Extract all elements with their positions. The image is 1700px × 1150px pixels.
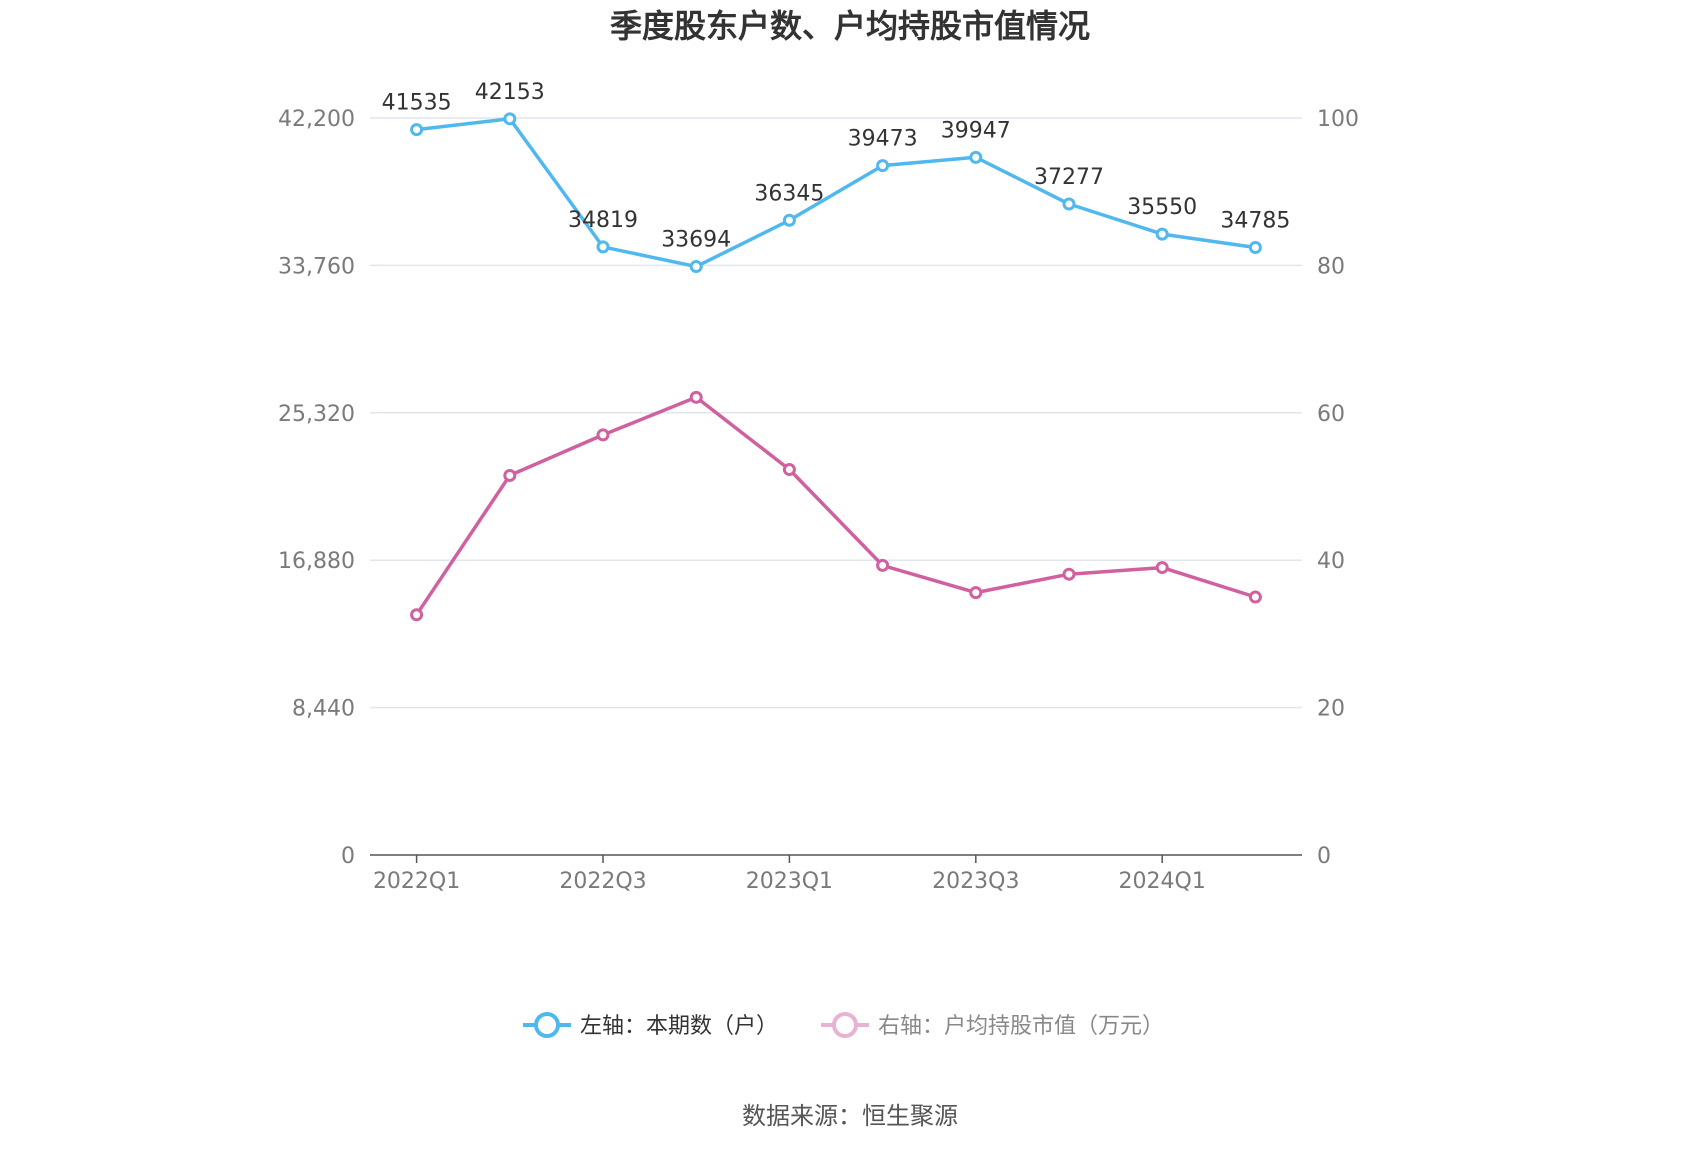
series-1-point	[1062, 567, 1076, 581]
series-line-0	[416, 117, 1256, 269]
series-0-point	[596, 240, 610, 254]
x-axis-tick-label: 2022Q3	[559, 869, 646, 894]
series-0-data-label: 37277	[1034, 165, 1104, 190]
right-axis-tick-label: 0	[1317, 844, 1331, 869]
series-0-data-label: 39473	[848, 127, 918, 152]
legend-label-avg-value: 右轴：户均持股市值（万元）	[878, 1014, 1164, 1039]
series-0-data-label: 33694	[661, 228, 731, 253]
series-1-point	[1248, 590, 1262, 604]
legend-marker-households	[534, 1012, 560, 1038]
series-line-1	[415, 395, 1256, 616]
left-axis-tick-label: 8,440	[292, 697, 355, 722]
series-0-point	[503, 112, 517, 126]
x-axis-tick-label: 2023Q3	[932, 869, 1019, 894]
series-0-point	[876, 159, 890, 173]
left-axis-tick-label: 33,760	[278, 254, 355, 279]
series-1-point	[503, 468, 517, 482]
series-0-point	[1248, 240, 1262, 254]
series-0-point	[782, 213, 796, 227]
series-1-point	[782, 463, 796, 477]
series-0-point	[410, 123, 424, 137]
legend-item-avg-value[interactable]: 右轴：户均持股市值（万元）	[821, 1012, 1164, 1039]
series-layer: 41535 42153 34819 33694 36345 39473 39947 37277…	[382, 80, 1290, 622]
legend: 左轴：本期数（户） 右轴：户均持股市值（万元）	[523, 1012, 1164, 1039]
axes: 0 0 8,440 20 16,880 40 25,320 60 33,760 80 42,200 1…	[278, 107, 1359, 894]
series-0-point	[689, 260, 703, 274]
legend-item-households[interactable]: 左轴：本期数（户）	[523, 1012, 778, 1039]
right-axis-tick-label: 100	[1317, 107, 1359, 132]
series-0-data-label: 39947	[941, 118, 1011, 143]
series-0-data-label: 35550	[1127, 195, 1197, 220]
right-axis-tick-label: 20	[1317, 697, 1345, 722]
series-0-data-label: 41535	[382, 91, 452, 116]
right-axis-tick-label: 60	[1317, 402, 1345, 427]
series-0-data-label: 42153	[475, 80, 545, 105]
series-1-point	[410, 608, 424, 622]
series-0-point	[969, 150, 983, 164]
right-axis-tick-label: 40	[1317, 549, 1345, 574]
series-0-data-label: 34819	[568, 208, 638, 233]
series-1-point	[596, 428, 610, 442]
right-axis-tick-label: 80	[1317, 254, 1345, 279]
series-0-point	[1155, 227, 1169, 241]
legend-label-households: 左轴：本期数（户）	[580, 1014, 778, 1039]
series-0-data-label: 36345	[754, 181, 824, 206]
x-axis-tick-label: 2022Q1	[373, 869, 460, 894]
series-1-point	[689, 390, 703, 404]
x-axis-tick-label: 2023Q1	[746, 869, 833, 894]
series-1-point	[1155, 561, 1169, 575]
series-0-point	[1062, 197, 1076, 211]
source-note: 数据来源：恒生聚源	[742, 1102, 958, 1130]
grid-lines	[370, 117, 1302, 709]
left-axis-tick-label: 16,880	[278, 549, 355, 574]
left-axis-tick-label: 0	[341, 844, 355, 869]
chart-title: 季度股东户数、户均持股市值情况	[610, 7, 1090, 45]
left-axis-tick-label: 25,320	[278, 402, 355, 427]
series-1-point	[876, 558, 890, 572]
series-0-data-label: 34785	[1220, 208, 1290, 233]
x-axis-tick-label: 2024Q1	[1119, 869, 1206, 894]
legend-marker-avg-value	[832, 1012, 858, 1038]
series-1-point	[969, 586, 983, 600]
left-axis-tick-label: 42,200	[278, 107, 355, 132]
